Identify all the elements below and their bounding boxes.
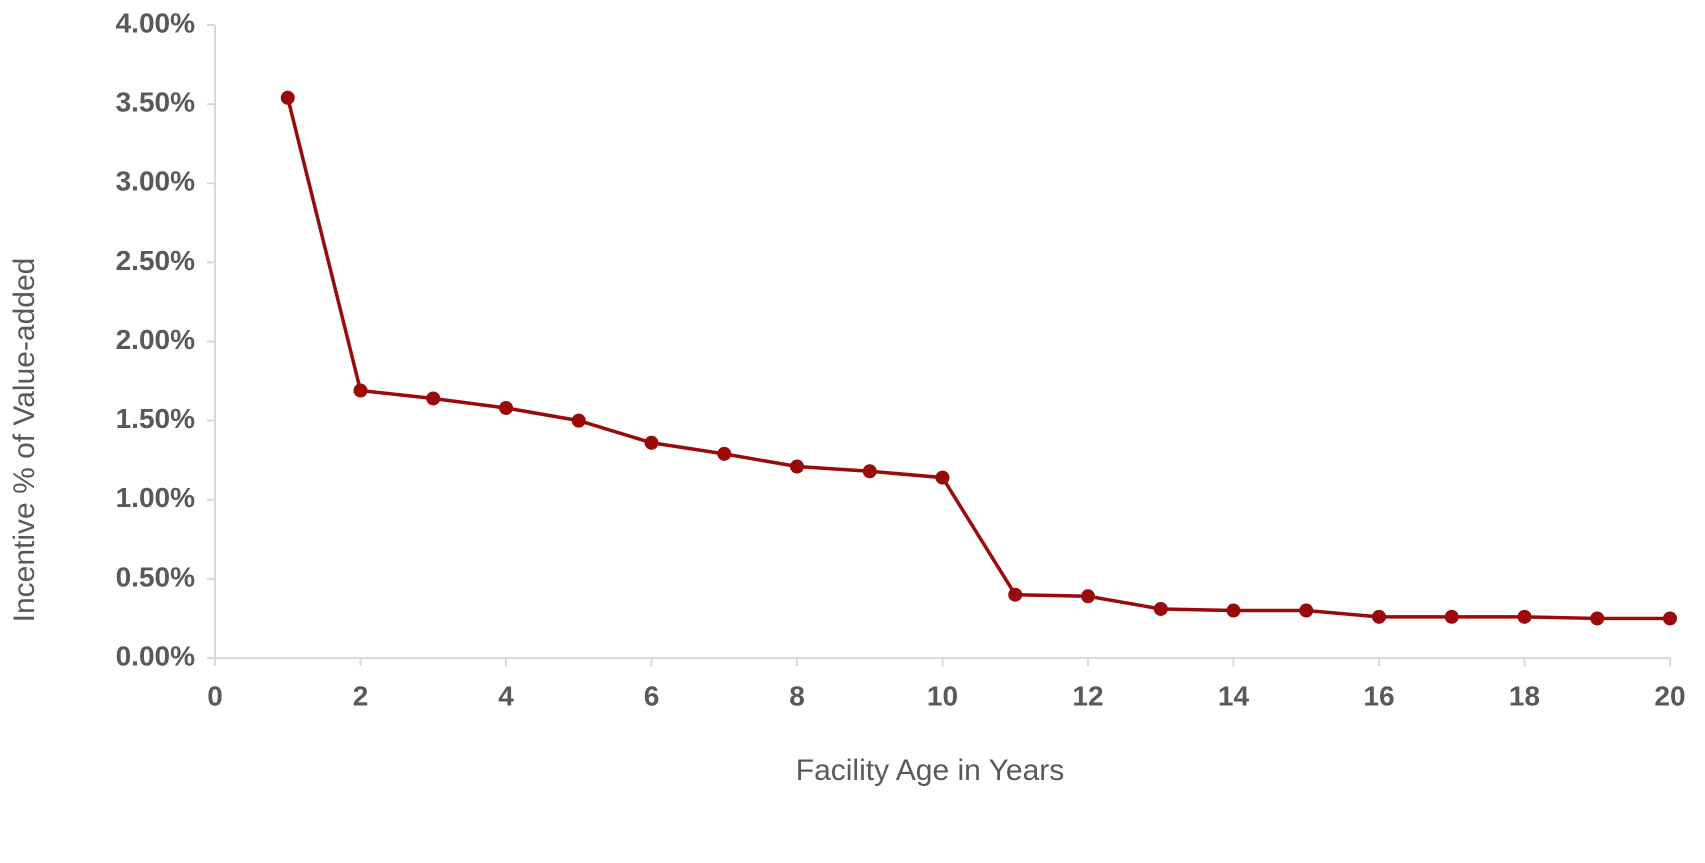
- y-tick-label: 0.50%: [116, 561, 195, 592]
- point: [426, 391, 441, 406]
- y-tick-label: 2.50%: [116, 245, 195, 276]
- point: [1226, 603, 1241, 618]
- point: [1081, 589, 1095, 604]
- point: [353, 383, 368, 398]
- x-tick-label: 6: [644, 680, 660, 711]
- point: [717, 446, 732, 461]
- y-tick-label: 0.00%: [116, 640, 195, 671]
- x-tick-label: 10: [927, 680, 958, 711]
- point: [1663, 611, 1677, 626]
- point: [790, 459, 804, 474]
- x-tick-label: 12: [1072, 680, 1103, 711]
- point: [1590, 611, 1605, 626]
- x-tick-label: 18: [1509, 680, 1540, 711]
- x-tick-label: 20: [1654, 680, 1685, 711]
- point: [1008, 587, 1023, 602]
- point: [862, 464, 877, 479]
- y-tick-label: 3.50%: [116, 87, 195, 118]
- y-tick-label: 2.00%: [116, 324, 195, 355]
- x-tick-label: 8: [789, 680, 805, 711]
- x-tick-label: 0: [207, 680, 223, 711]
- x-tick-label: 4: [498, 680, 514, 711]
- point: [1153, 601, 1168, 616]
- point: [1444, 609, 1459, 624]
- x-axis-title: Facility Age in Years: [796, 754, 1065, 787]
- point: [571, 413, 586, 428]
- point: [499, 400, 513, 415]
- point: [935, 470, 950, 485]
- x-tick-label: 16: [1363, 680, 1394, 711]
- y-tick-label: 1.50%: [116, 403, 195, 434]
- point: [644, 435, 659, 450]
- point: [1372, 609, 1386, 624]
- point: [1299, 603, 1314, 618]
- x-tick-label: 14: [1218, 680, 1250, 711]
- y-tick-label: 3.00%: [116, 166, 195, 197]
- line: [286, 97, 1670, 621]
- point: [280, 90, 295, 105]
- x-tick-label: 2: [353, 680, 369, 711]
- y-tick-label: 1.00%: [116, 482, 195, 513]
- y-axis-title: Incentive % of Value-added: [8, 258, 41, 623]
- y-tick-label: 4.00%: [116, 7, 195, 38]
- point: [1517, 609, 1532, 624]
